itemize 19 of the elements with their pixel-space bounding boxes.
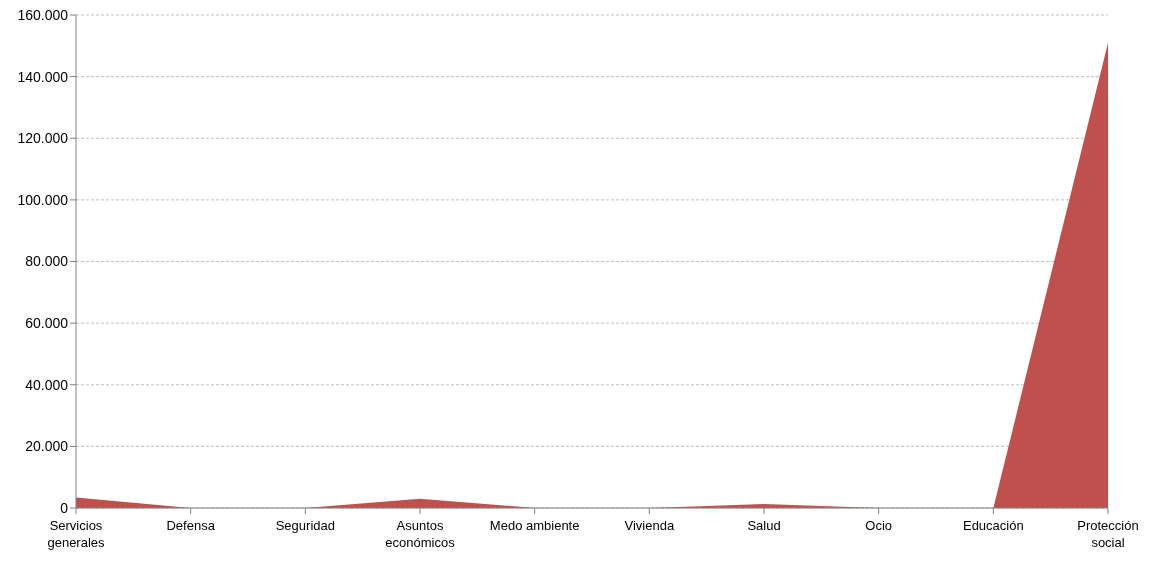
x-tick-label: Vivienda xyxy=(624,518,675,533)
x-tick-label: Servicios generales xyxy=(47,518,106,550)
x-tick-label: Seguridad xyxy=(275,518,335,533)
x-tick-label: Salud xyxy=(747,518,781,533)
y-tick-label: 60.000 xyxy=(25,315,69,332)
y-tick-label: 100.000 xyxy=(17,191,69,208)
y-tick-label: 20.000 xyxy=(25,438,69,455)
y-tick-label: 120.000 xyxy=(17,130,69,147)
x-tick-label: Asuntos económicos xyxy=(385,518,456,550)
y-tick-label: 160.000 xyxy=(17,6,69,23)
x-tick-label: Educación xyxy=(962,518,1024,533)
y-tick-label: 0 xyxy=(60,499,69,516)
y-tick-label: 40.000 xyxy=(25,376,69,393)
x-tick-label: Defensa xyxy=(166,518,216,533)
y-tick-label: 80.000 xyxy=(25,253,69,270)
x-tick-label: Medo ambiente xyxy=(489,518,580,533)
x-tick-label: Ocio xyxy=(865,518,893,533)
x-tick-label: Protección social xyxy=(1077,518,1139,550)
y-tick-label: 140.000 xyxy=(17,68,69,85)
